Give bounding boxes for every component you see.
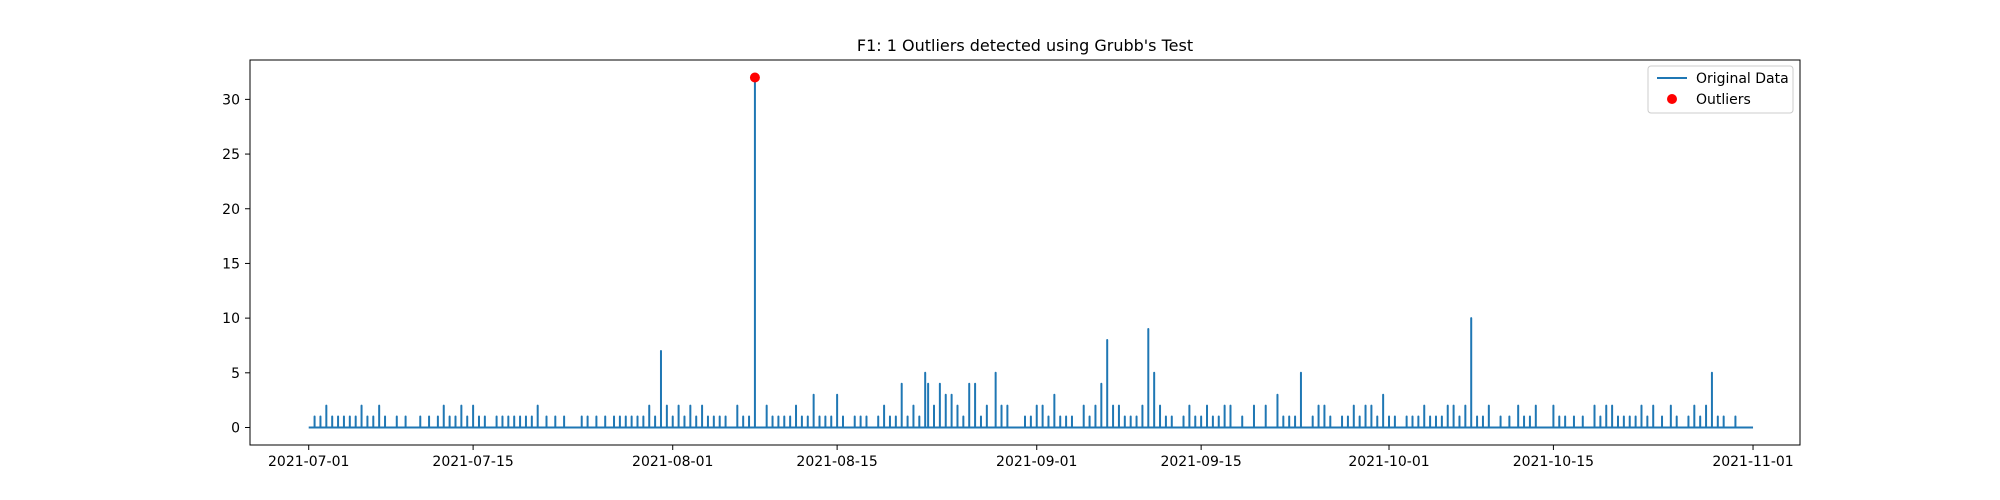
y-axis: 0 5 10 15 20 25 30: [222, 92, 250, 437]
y-tick-label-1: 5: [231, 366, 240, 382]
legend-label-original: Original Data: [1696, 71, 1789, 87]
y-tick-label-5: 25: [222, 147, 240, 163]
x-tick-label-2: 2021-08-01: [632, 454, 713, 470]
x-tick-label-7: 2021-10-15: [1513, 454, 1594, 470]
y-tick-label-2: 10: [222, 311, 240, 327]
y-tick-label-4: 20: [222, 202, 240, 218]
y-tick-label-0: 0: [231, 421, 240, 437]
legend-outlier-marker: [1667, 94, 1677, 104]
chart-title: F1: 1 Outliers detected using Grubb's Te…: [857, 36, 1193, 55]
legend: Original Data Outliers: [1647, 65, 1794, 114]
legend-label-outliers: Outliers: [1696, 92, 1751, 108]
x-tick-label-6: 2021-10-01: [1348, 454, 1429, 470]
x-tick-label-5: 2021-09-15: [1160, 454, 1241, 470]
x-tick-label-0: 2021-07-01: [268, 454, 349, 470]
y-tick-label-3: 15: [222, 256, 240, 272]
x-tick-label-4: 2021-09-01: [996, 454, 1077, 470]
outlier-point-0: [749, 72, 760, 83]
plot-frame: [249, 59, 1801, 446]
x-tick-label-1: 2021-07-15: [432, 454, 513, 470]
y-tick-label-6: 30: [222, 92, 240, 108]
x-tick-label-3: 2021-08-15: [796, 454, 877, 470]
x-tick-label-8: 2021-11-01: [1712, 454, 1793, 470]
series-line-original-data: [308, 76, 1754, 429]
x-axis: 2021-07-01 2021-07-15 2021-08-01 2021-08-15…: [268, 445, 1794, 470]
data-layer: [308, 72, 1754, 429]
